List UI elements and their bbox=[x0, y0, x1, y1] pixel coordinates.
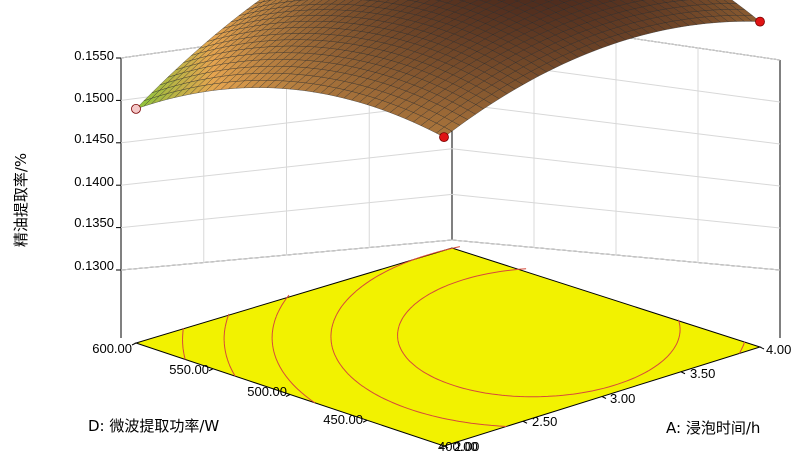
y-tick-mark bbox=[362, 419, 368, 423]
surface-cell bbox=[497, 0, 506, 2]
surface-cell bbox=[529, 0, 537, 2]
y-tick-mark bbox=[285, 394, 291, 397]
y-tick-label: 450.00 bbox=[323, 412, 363, 427]
contour-line bbox=[397, 268, 681, 398]
contour-line bbox=[271, 294, 316, 404]
contour-floor bbox=[131, 246, 765, 449]
x-tick-mark bbox=[759, 346, 765, 350]
y-tick-label: 500.00 bbox=[247, 384, 287, 399]
y-axis-title: D: 微波提取功率/W bbox=[88, 417, 219, 435]
floor-plane bbox=[134, 247, 762, 447]
surface-cell bbox=[584, 0, 594, 2]
contour-line bbox=[182, 328, 186, 360]
x-tick-label: 3.00 bbox=[610, 391, 635, 406]
y-axis-ticks: 600.00 550.00 500.00 450.00 400.00 bbox=[92, 341, 478, 454]
x-tick-label: 4.00 bbox=[766, 342, 791, 357]
x-tick-label: 2.50 bbox=[532, 414, 557, 429]
z-tick-label: 0.1550 bbox=[74, 48, 114, 63]
y-tick-label: 550.00 bbox=[169, 362, 209, 377]
y-tick-mark bbox=[439, 445, 445, 449]
y-tick-label: 400.00 bbox=[438, 439, 478, 454]
x-tick-label: 2.00 bbox=[454, 439, 479, 454]
x-tick-mark bbox=[601, 396, 607, 399]
z-tick-label: 0.1500 bbox=[74, 90, 114, 105]
design-point bbox=[131, 104, 141, 114]
x-axis-title: A: 浸泡时间/h bbox=[666, 419, 760, 437]
z-axis-ticks: 0.1300 0.1350 0.1400 0.1450 0.1500 0.155… bbox=[74, 48, 114, 273]
z-tick-label: 0.1350 bbox=[74, 215, 114, 230]
x-tick-mark bbox=[443, 445, 449, 449]
contour-line bbox=[223, 313, 236, 377]
x-tick-mark bbox=[680, 371, 686, 375]
z-tick-label: 0.1400 bbox=[74, 174, 114, 189]
design-points bbox=[131, 16, 765, 143]
response-surface bbox=[135, 0, 761, 138]
y-tick-label: 600.00 bbox=[92, 341, 132, 356]
contour-line bbox=[330, 246, 746, 427]
y-tick-mark bbox=[131, 342, 137, 346]
surface-cell bbox=[513, 0, 521, 2]
x-tick-mark bbox=[522, 420, 528, 424]
z-tick-label: 0.1300 bbox=[74, 258, 114, 273]
y-tick-mark bbox=[208, 368, 214, 372]
design-point bbox=[439, 132, 449, 143]
x-axis-ticks: 2.00 2.50 3.00 3.50 4.00 bbox=[454, 342, 791, 454]
z-axis-title: 精油提取率/% bbox=[12, 153, 30, 247]
surface-cell bbox=[544, 0, 554, 2]
x-tick-label: 3.50 bbox=[690, 366, 715, 381]
z-tick-label: 0.1450 bbox=[74, 131, 114, 146]
design-point bbox=[755, 16, 765, 27]
